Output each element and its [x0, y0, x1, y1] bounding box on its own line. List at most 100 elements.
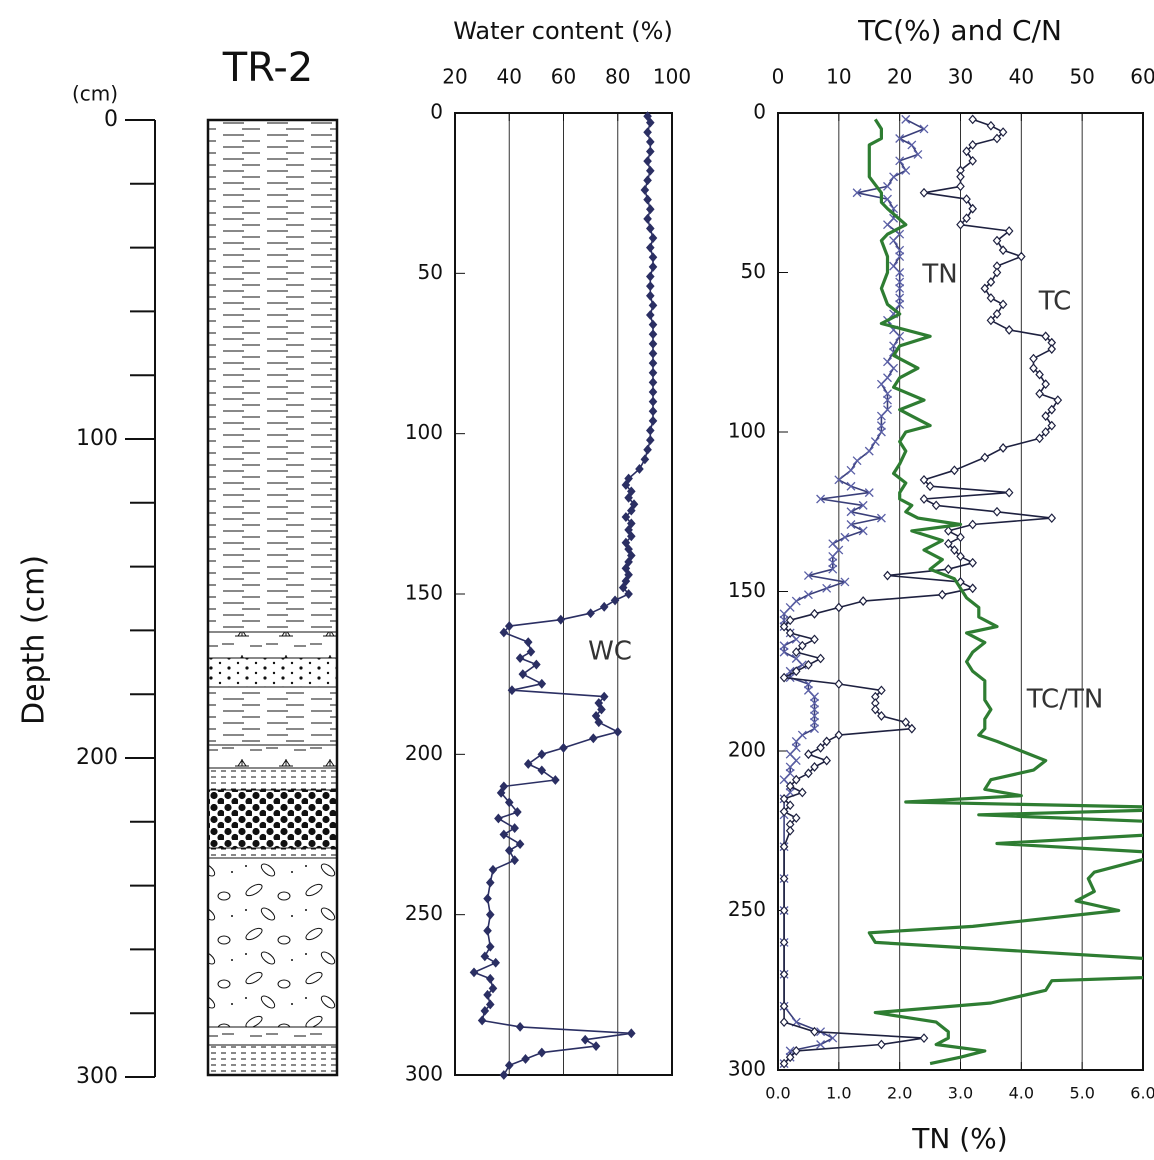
layer	[207, 857, 338, 1028]
marker	[791, 647, 801, 658]
marker	[480, 951, 490, 962]
x2-tick-label: 0.0	[765, 1084, 790, 1103]
marker	[895, 331, 905, 341]
plot-area	[779, 114, 1143, 1069]
marker	[496, 787, 506, 798]
marker	[810, 724, 819, 734]
marker	[643, 175, 652, 186]
marker	[510, 855, 519, 866]
marker	[646, 310, 655, 320]
marker	[1047, 513, 1057, 524]
y-tick-label: 100	[728, 419, 766, 443]
marker	[1053, 395, 1063, 406]
marker	[627, 531, 636, 542]
marker	[834, 679, 844, 689]
marker	[901, 717, 911, 728]
marker	[834, 730, 844, 740]
marker	[810, 608, 819, 619]
marker	[986, 315, 996, 326]
marker	[907, 723, 917, 734]
marker	[962, 146, 971, 157]
marker	[646, 136, 655, 147]
marker	[919, 474, 929, 485]
marker	[877, 1039, 886, 1050]
marker	[646, 223, 655, 234]
marker	[1035, 433, 1044, 444]
marker	[779, 672, 789, 683]
marker	[1004, 325, 1014, 335]
marker	[791, 813, 801, 823]
marker	[791, 666, 801, 677]
marker	[646, 204, 655, 215]
x-tick-label: 60	[551, 65, 576, 89]
marker	[515, 653, 525, 664]
layer	[207, 847, 338, 859]
marker	[523, 637, 533, 648]
marker	[986, 277, 996, 287]
marker	[803, 590, 813, 600]
marker	[828, 558, 838, 568]
marker	[1041, 331, 1050, 342]
column-title: TR-2	[222, 45, 314, 91]
marker	[537, 749, 547, 760]
marker	[998, 245, 1008, 256]
layer	[207, 1044, 338, 1076]
marker	[515, 1021, 525, 1032]
marker	[613, 726, 623, 737]
marker	[504, 845, 514, 856]
marker	[998, 299, 1008, 310]
x2-tick-label: 1.0	[826, 1084, 851, 1103]
marker	[895, 299, 905, 309]
marker	[648, 415, 658, 426]
marker	[1041, 379, 1050, 390]
marker	[485, 909, 495, 920]
marker	[618, 582, 628, 593]
unit-label: (cm)	[72, 82, 118, 106]
marker	[992, 235, 1002, 246]
marker	[643, 156, 652, 167]
marker	[876, 411, 886, 421]
marker	[624, 473, 633, 484]
marker	[791, 634, 801, 644]
marker	[507, 685, 517, 696]
marker	[944, 538, 953, 549]
marker	[791, 1045, 801, 1056]
y-axis-title: Depth (cm)	[17, 555, 52, 725]
marker	[785, 781, 795, 792]
marker	[876, 421, 886, 431]
marker	[521, 1054, 530, 1064]
marker	[871, 704, 880, 715]
x-axis-title: Water content (%)	[453, 17, 673, 45]
x-tick-label: 80	[605, 65, 630, 89]
y-tick-label: 200	[405, 741, 443, 765]
x-tick-label: 50	[1069, 65, 1094, 89]
marker	[499, 1070, 509, 1080]
marker	[504, 621, 514, 631]
y-tick-label: 0	[104, 107, 118, 132]
x-tick-label: 100	[653, 65, 691, 89]
marker	[785, 825, 795, 836]
marker	[956, 181, 965, 192]
marker	[785, 1052, 795, 1063]
marker	[488, 983, 498, 994]
marker	[627, 505, 636, 516]
marker	[597, 704, 606, 715]
marker	[648, 406, 658, 417]
marker	[648, 367, 658, 378]
marker	[901, 165, 911, 175]
marker	[779, 1017, 789, 1028]
plot-area	[469, 111, 658, 1080]
marker	[785, 800, 795, 811]
marker	[599, 601, 609, 612]
marker	[925, 481, 935, 492]
marker	[785, 762, 795, 772]
marker	[877, 685, 886, 696]
marker	[646, 271, 655, 282]
x2-tick-label: 2.0	[887, 1084, 912, 1103]
marker	[1029, 363, 1038, 374]
marker	[803, 571, 813, 581]
marker	[968, 139, 977, 150]
marker	[648, 252, 658, 263]
marker	[627, 1028, 636, 1039]
y-tick-label: 250	[405, 901, 443, 925]
